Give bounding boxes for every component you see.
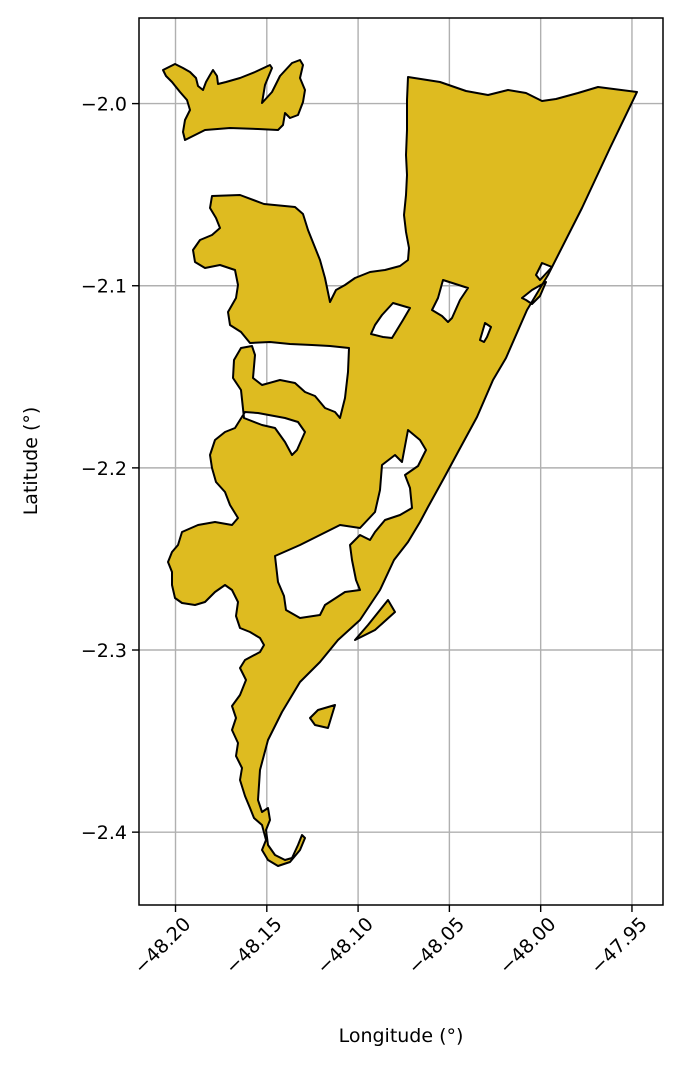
x-tick-label: −48.10 — [313, 913, 378, 978]
x-tick-label: −48.00 — [495, 913, 560, 978]
y-tick-label: −2.2 — [81, 458, 127, 480]
region-polygons — [162, 59, 638, 867]
x-tick-label: −47.95 — [586, 913, 651, 978]
northern-island-polygon — [162, 59, 306, 141]
y-tick-label: −2.4 — [81, 822, 127, 844]
x-tick-label: −48.20 — [130, 913, 195, 978]
x-axis: −48.20 −48.15 −48.10 −48.05 −48.00 −47.95 — [130, 905, 652, 979]
y-axis-title: Latitude (°) — [20, 407, 42, 516]
y-tick-label: −2.3 — [81, 640, 127, 662]
x-tick-label: −48.15 — [221, 913, 286, 978]
x-axis-title: Longitude (°) — [339, 1025, 464, 1047]
plot-area-frame — [138, 17, 664, 906]
y-tick-label: −2.1 — [81, 276, 127, 298]
main-region-polygon — [167, 76, 638, 867]
y-axis: −2.0 −2.1 −2.2 −2.3 −2.4 — [81, 94, 139, 844]
y-tick-label: −2.0 — [81, 94, 127, 116]
x-tick-label: −48.05 — [404, 913, 469, 978]
